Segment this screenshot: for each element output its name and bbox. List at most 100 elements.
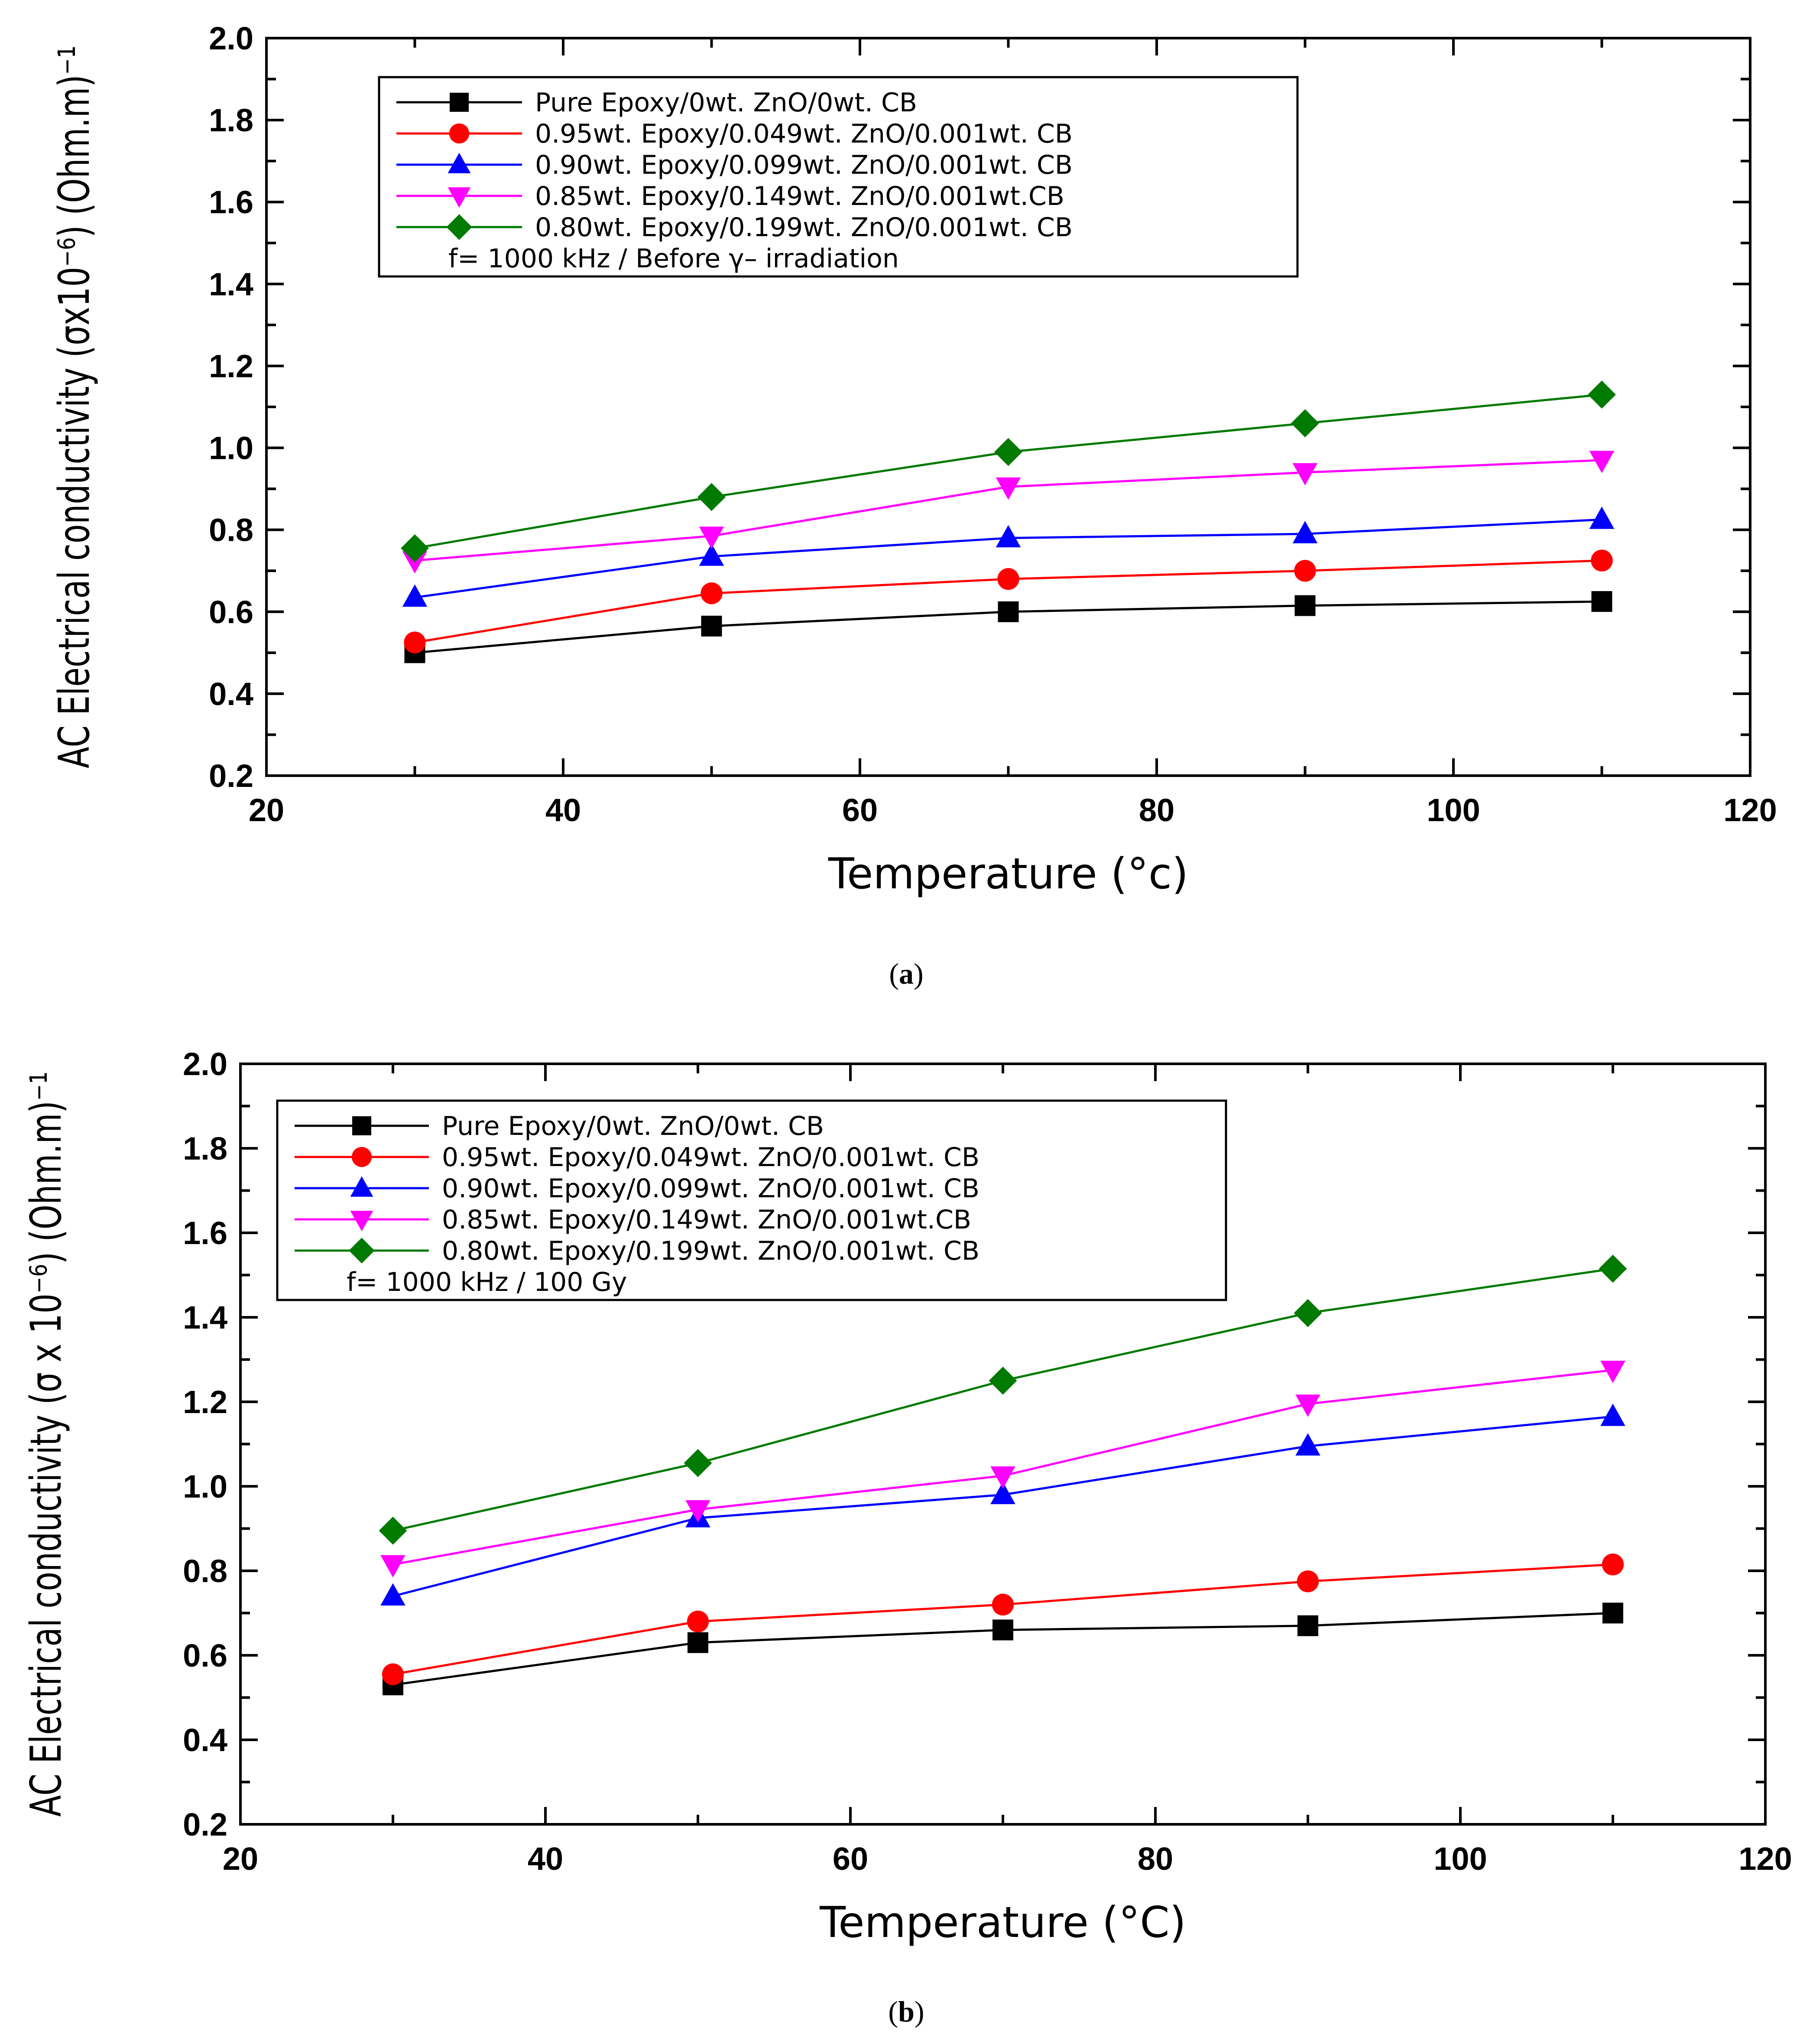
data-point — [994, 438, 1022, 466]
legend-entry: 0.80wt. Epoxy/0.199wt. ZnO/0.001wt. CB — [442, 1236, 979, 1266]
data-point — [401, 534, 429, 562]
x-tick-label: 20 — [223, 1841, 258, 1877]
data-point — [1294, 560, 1316, 582]
data-point — [684, 1449, 712, 1477]
data-point — [1294, 595, 1316, 616]
series-3 — [380, 1404, 1625, 1606]
legend-marker — [449, 123, 470, 144]
y-tick-label: 1.4 — [183, 1300, 227, 1336]
legend-marker — [446, 214, 472, 240]
data-point — [701, 582, 723, 604]
data-point — [989, 1366, 1017, 1395]
legend: Pure Epoxy/0wt. ZnO/0wt. CB0.95wt. Epoxy… — [276, 1099, 1227, 1301]
data-point — [1602, 1602, 1623, 1624]
y-tick-label: 1.2 — [209, 348, 253, 384]
y-tick-label: 2.0 — [209, 20, 253, 56]
legend-marker — [352, 1116, 371, 1135]
data-point — [1297, 1570, 1319, 1592]
data-point — [992, 1593, 1014, 1616]
series-4 — [380, 1361, 1625, 1578]
data-point — [1600, 1361, 1625, 1383]
legend-entry: 0.95wt. Epoxy/0.049wt. ZnO/0.001wt. CB — [442, 1142, 979, 1173]
y-tick-label: 0.4 — [209, 676, 253, 712]
y-axis-label: AC Electrical conductivity (σx10⁻⁶) (Ohm… — [50, 45, 99, 768]
series-5 — [401, 380, 1616, 562]
y-tick-label: 1.4 — [209, 266, 253, 302]
legend-entry: Pure Epoxy/0wt. ZnO/0wt. CB — [442, 1111, 824, 1141]
x-tick-label: 100 — [1427, 792, 1480, 828]
y-tick-label: 1.2 — [183, 1384, 227, 1420]
data-point — [997, 568, 1019, 590]
data-point — [1291, 409, 1319, 438]
x-tick-label: 20 — [249, 792, 284, 828]
data-point — [1588, 380, 1616, 409]
data-point — [380, 1555, 405, 1578]
data-point — [1297, 1615, 1318, 1636]
x-tick-label: 60 — [833, 1841, 868, 1877]
x-tick-label: 120 — [1738, 1841, 1792, 1877]
series-2 — [404, 549, 1613, 653]
data-point — [996, 477, 1021, 500]
series-1 — [383, 1602, 1623, 1696]
y-tick-label: 0.6 — [183, 1638, 227, 1674]
x-tick-label: 80 — [1138, 1841, 1173, 1877]
panel-a-chart: 0.2 0.4 0.6 0.8 1.0 1.2 1.4 1.6 1.8 2.0 20 40 60 80 10… — [50, 20, 1777, 990]
legend-marker — [350, 1176, 373, 1197]
y-tick-label: 1.6 — [209, 184, 253, 220]
data-point — [382, 1663, 404, 1686]
data-point — [990, 1466, 1015, 1489]
data-point — [1591, 549, 1613, 572]
series-1 — [404, 591, 1612, 663]
legend-box — [276, 1099, 1227, 1301]
data-point — [1599, 1254, 1627, 1283]
legend-marker — [448, 187, 471, 208]
data-point — [701, 615, 722, 637]
y-tick-label: 0.2 — [183, 1807, 227, 1843]
series-line — [392, 1415, 1613, 1597]
data-point — [402, 584, 428, 607]
series-line — [392, 1563, 1613, 1676]
data-point — [379, 1516, 407, 1545]
x-tick-label: 120 — [1723, 792, 1777, 828]
legend-entry: 0.95wt. Epoxy/0.049wt. ZnO/0.001wt. CB — [535, 119, 1073, 149]
y-tick-label: 1.0 — [183, 1469, 227, 1505]
data-point — [996, 525, 1021, 548]
x-axis-label: Temperature (°C) — [819, 1898, 1186, 1947]
series-3 — [402, 507, 1615, 607]
data-point — [685, 1500, 710, 1523]
data-point — [990, 1482, 1015, 1505]
y-tick-label: 0.6 — [209, 594, 253, 630]
data-point — [697, 483, 726, 511]
x-tick-label: 40 — [528, 1841, 563, 1877]
y-tick-label: 0.4 — [183, 1722, 227, 1758]
legend-entry: 0.85wt. Epoxy/0.149wt. ZnO/0.001wt.CB — [442, 1205, 971, 1235]
data-point — [404, 631, 426, 653]
legend: Pure Epoxy/0wt. ZnO/0wt. CB0.95wt. Epoxy… — [378, 76, 1299, 278]
x-tick-label: 60 — [842, 792, 878, 828]
legend-marker — [350, 1211, 373, 1232]
series-4 — [402, 451, 1615, 574]
panel-b-chart: 0.2 0.4 0.6 0.8 1.0 1.2 1.4 1.6 1.8 2.0 20 40 60 80 10… — [22, 1046, 1792, 2028]
data-point — [1589, 507, 1615, 529]
legend-marker — [450, 93, 469, 112]
series-2 — [382, 1553, 1624, 1686]
panel-caption: (a) — [889, 957, 923, 990]
data-point — [1292, 521, 1318, 543]
data-point — [687, 1610, 709, 1633]
data-point — [992, 1619, 1013, 1641]
legend-entry: 0.85wt. Epoxy/0.149wt. ZnO/0.001wt.CB — [535, 181, 1064, 211]
y-tick-label: 2.0 — [183, 1046, 227, 1082]
y-tick-label: 1.8 — [183, 1131, 227, 1167]
data-point — [402, 551, 428, 574]
y-tick-label: 1.0 — [209, 430, 253, 466]
legend-entry: 0.80wt. Epoxy/0.199wt. ZnO/0.001wt. CB — [535, 212, 1073, 243]
legend-marker — [351, 1147, 372, 1167]
y-tick-label: 0.8 — [209, 512, 253, 548]
legend-entry: 0.90wt. Epoxy/0.099wt. ZnO/0.001wt. CB — [535, 150, 1073, 180]
y-tick-label: 0.2 — [209, 758, 253, 794]
legend-entry: 0.90wt. Epoxy/0.099wt. ZnO/0.001wt. CB — [442, 1173, 979, 1204]
x-tick-label: 40 — [545, 792, 581, 828]
x-tick-label: 80 — [1139, 792, 1174, 828]
legend-entry: Pure Epoxy/0wt. ZnO/0wt. CB — [535, 88, 917, 118]
